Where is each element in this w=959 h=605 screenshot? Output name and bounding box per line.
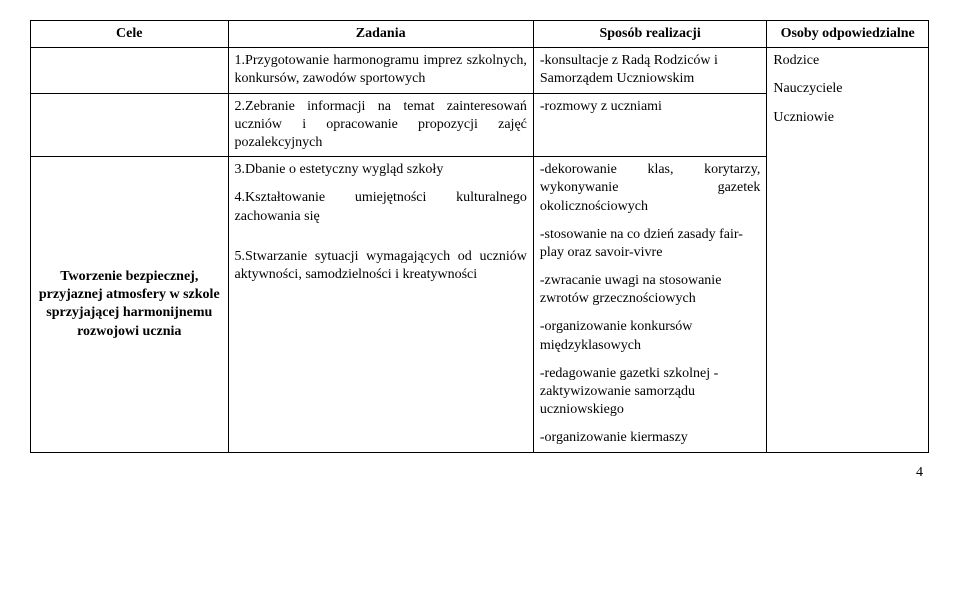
zadania-3-p2: 4.Kształtowanie umiejętności kulturalneg…	[235, 189, 527, 225]
zadania-1-text: 1.Przygotowanie harmonogramu imprez szko…	[235, 52, 527, 88]
sposob-3-p3: -zwracanie uwagi na stosowanie zwrotów g…	[540, 272, 760, 308]
cell-sposob-1: -konsultacje z Radą Rodziców i Samorząde…	[533, 48, 766, 93]
zadania-2-text: 2.Zebranie informacji na temat zainteres…	[235, 98, 527, 153]
osoby-p1: Rodzice	[773, 52, 922, 70]
cell-cele-1	[31, 48, 229, 93]
sposob-3-p1: -dekorowanie klas, korytarzy, wykonywani…	[540, 161, 760, 216]
cell-zadania-2: 2.Zebranie informacji na temat zainteres…	[228, 93, 533, 157]
cell-sposob-2: -rozmowy z uczniami	[533, 93, 766, 157]
cell-sposob-3: -dekorowanie klas, korytarzy, wykonywani…	[533, 157, 766, 452]
header-sposob: Sposób realizacji	[533, 21, 766, 48]
cell-zadania-3: 3.Dbanie o estetyczny wygląd szkoły 4.Ks…	[228, 157, 533, 452]
cell-osoby: Rodzice Nauczyciele Uczniowie	[767, 48, 929, 452]
header-osoby: Osoby odpowiedzialne	[767, 21, 929, 48]
zadania-3-p1: 3.Dbanie o estetyczny wygląd szkoły	[235, 161, 527, 179]
sposob-3-p2: -stosowanie na co dzień zasady fair- pla…	[540, 226, 760, 262]
table-row: 1.Przygotowanie harmonogramu imprez szko…	[31, 48, 929, 93]
cell-zadania-1: 1.Przygotowanie harmonogramu imprez szko…	[228, 48, 533, 93]
header-zadania: Zadania	[228, 21, 533, 48]
sposob-1-text: -konsultacje z Radą Rodziców i Samorząde…	[540, 52, 760, 88]
cell-cele-2	[31, 93, 229, 157]
cell-cele-3: Tworzenie bezpiecznej, przyjaznej atmosf…	[31, 157, 229, 452]
osoby-p3: Uczniowie	[773, 109, 922, 127]
sposob-3-p5: -redagowanie gazetki szkolnej -zaktywizo…	[540, 365, 760, 420]
sposob-3-p4: -organizowanie konkursów międzyklasowych	[540, 318, 760, 354]
table-header-row: Cele Zadania Sposób realizacji Osoby odp…	[31, 21, 929, 48]
sposob-3-p6: -organizowanie kiermaszy	[540, 429, 760, 447]
zadania-3-p3: 5.Stwarzanie sytuacji wymagających od uc…	[235, 248, 527, 284]
header-cele: Cele	[31, 21, 229, 48]
page-number: 4	[30, 465, 929, 481]
content-table: Cele Zadania Sposób realizacji Osoby odp…	[30, 20, 929, 453]
sposob-2-text: -rozmowy z uczniami	[540, 98, 760, 116]
osoby-p2: Nauczyciele	[773, 80, 922, 98]
